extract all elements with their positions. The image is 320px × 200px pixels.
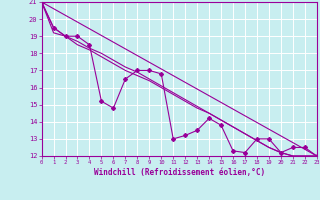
X-axis label: Windchill (Refroidissement éolien,°C): Windchill (Refroidissement éolien,°C) <box>94 168 265 177</box>
